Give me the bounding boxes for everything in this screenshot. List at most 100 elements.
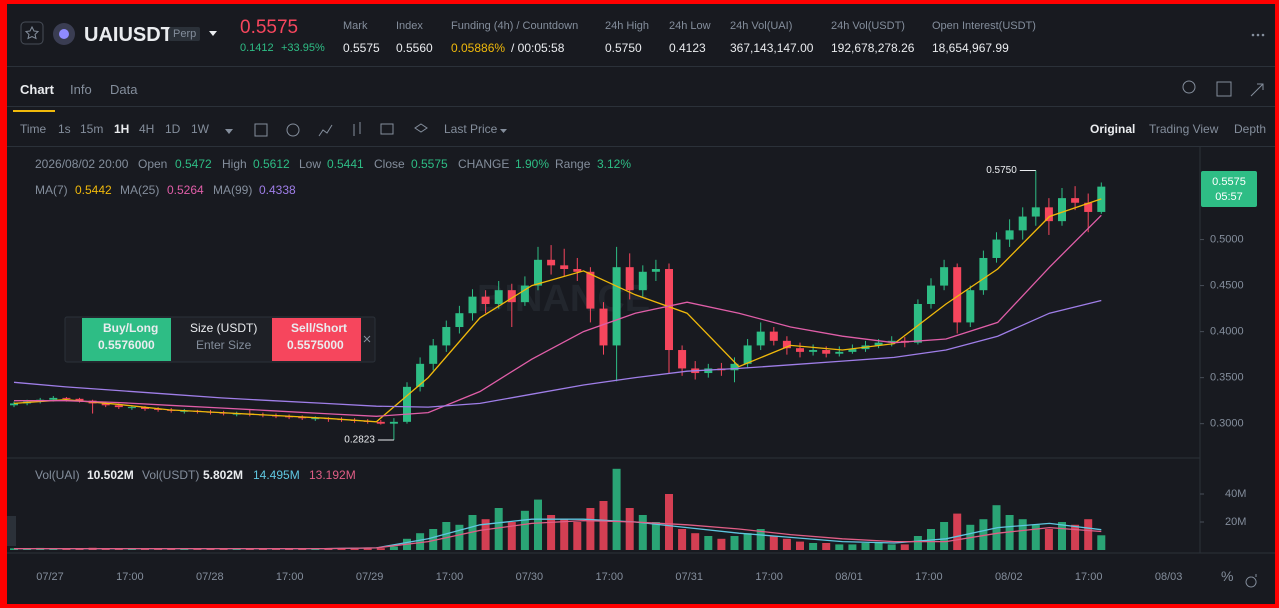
candle-body: [992, 239, 1001, 258]
candle-body: [1031, 207, 1040, 217]
volume-bar: [180, 548, 189, 550]
candle-body: [547, 259, 556, 266]
candle-body: [704, 368, 713, 374]
stat-label: 24h Vol(UAI): [730, 20, 793, 32]
candle-body: [389, 421, 398, 424]
more-icon[interactable]: [1251, 33, 1265, 37]
close-panel[interactable]: [363, 335, 371, 343]
volume-bar: [311, 548, 320, 550]
candle-body: [822, 350, 831, 354]
symbol[interactable]: UAIUSDT: [84, 24, 173, 46]
volume-bar: [1044, 529, 1053, 550]
toolbar-item[interactable]: Last Price: [444, 122, 498, 136]
ma-line: [14, 214, 1102, 417]
toolbar-icons[interactable]: [254, 122, 428, 137]
candle-body: [743, 345, 752, 364]
chart: BINANCE 0.5000 0.4500 0.4000 0.3500 0.3000 40…: [7, 21, 1275, 588]
favorite-icon[interactable]: [20, 21, 44, 45]
candle-body: [979, 257, 988, 291]
expand-icon[interactable]: [1250, 83, 1264, 97]
alert-icon[interactable]: [1182, 80, 1196, 94]
candle-body: [403, 386, 411, 422]
toolbar-item[interactable]: 1W: [191, 122, 209, 136]
settings-icon[interactable]: [1245, 574, 1257, 588]
layout-icon[interactable]: [1216, 81, 1232, 97]
volume-bar: [350, 548, 359, 550]
volume-bar: [861, 543, 870, 550]
stat-value: 192,678,278.26: [831, 41, 915, 55]
x-tick-label: 17:00: [915, 571, 943, 583]
volume-bar: [442, 522, 451, 550]
volume-bar: [1097, 535, 1106, 550]
star: [24, 25, 40, 40]
sell-label[interactable]: Sell/Short: [291, 321, 348, 335]
volume-bar: [258, 548, 267, 550]
divider: [7, 66, 1275, 67]
volume-bar: [913, 536, 922, 550]
candle-body: [311, 418, 320, 420]
size-input[interactable]: Enter Size: [196, 338, 252, 352]
tab[interactable]: Chart: [20, 82, 54, 97]
buy-price[interactable]: 0.5576000: [98, 338, 155, 352]
ohlc-label: CHANGE: [458, 157, 510, 171]
volume-bar: [979, 519, 988, 550]
candle-body: [940, 267, 949, 286]
symbol-dropdown[interactable]: [209, 31, 217, 36]
volume-bar: [874, 543, 883, 550]
candle-body: [10, 403, 18, 406]
buy-label[interactable]: Buy/Long: [103, 321, 159, 335]
stat-label: Funding (4h) / Countdown: [451, 20, 579, 32]
x-tick-label: 17:00: [276, 571, 304, 583]
interval-dropdown[interactable]: [225, 129, 233, 134]
candle-body: [1058, 198, 1066, 222]
x-tick-label: 17:00: [436, 571, 464, 583]
candle-body: [560, 265, 569, 270]
x-tick-label: 08/03: [1155, 571, 1183, 583]
volume-bar: [560, 519, 569, 550]
last-price: 0.5575: [240, 17, 299, 38]
candle-body: [1071, 198, 1080, 203]
percent-toggle[interactable]: %: [1221, 568, 1234, 584]
stat-value: / 00:05:58: [511, 41, 565, 55]
stat-label[interactable]: Open Interest(USDT): [932, 20, 1036, 32]
volume-bar: [704, 536, 713, 550]
ohlc-value: 0.5575: [411, 157, 448, 171]
view-option[interactable]: Trading View: [1149, 122, 1219, 136]
volume-ma-line: [14, 519, 1102, 550]
sell-price[interactable]: 0.5575000: [287, 338, 344, 352]
stat-label: 24h High: [605, 20, 650, 32]
candle-body: [586, 271, 595, 309]
toolbar-item[interactable]: 1H: [114, 122, 130, 136]
view-option[interactable]: Depth: [1234, 122, 1267, 136]
volume-bar: [638, 515, 647, 550]
candle-body: [599, 308, 608, 346]
toolbar-item[interactable]: 1s: [58, 122, 71, 136]
side-toggle[interactable]: [7, 516, 16, 546]
tab[interactable]: Info: [70, 82, 92, 97]
x-tick-label: 17:00: [755, 571, 783, 583]
stat-value: 367,143,147.00: [730, 41, 814, 55]
volume-bar: [154, 548, 163, 550]
candle-body: [769, 331, 778, 341]
annotation: 0.5750: [986, 165, 1017, 176]
toolbar-item[interactable]: 4H: [139, 122, 155, 136]
ohlc-value: 0.5472: [175, 157, 212, 171]
volume-bar: [691, 533, 700, 550]
volume-bar: [232, 548, 241, 550]
toolbar-item[interactable]: 1D: [165, 122, 181, 136]
view-option[interactable]: Original: [1090, 122, 1136, 136]
ohlc-label: Range: [555, 157, 591, 171]
sell-button[interactable]: [272, 318, 361, 361]
stat-label[interactable]: Index: [396, 20, 423, 32]
tab[interactable]: Data: [110, 82, 138, 97]
volume-bar: [101, 548, 110, 550]
volume-bar: [547, 515, 556, 550]
stat-value: 0.5560: [396, 41, 433, 55]
candle-body: [651, 269, 660, 272]
price-change: 0.1412: [240, 42, 274, 54]
price-type-dropdown[interactable]: [500, 129, 507, 133]
price-tag-value: 0.5575: [1212, 176, 1246, 188]
buy-button[interactable]: [82, 318, 171, 361]
toolbar-item[interactable]: 15m: [80, 122, 104, 136]
